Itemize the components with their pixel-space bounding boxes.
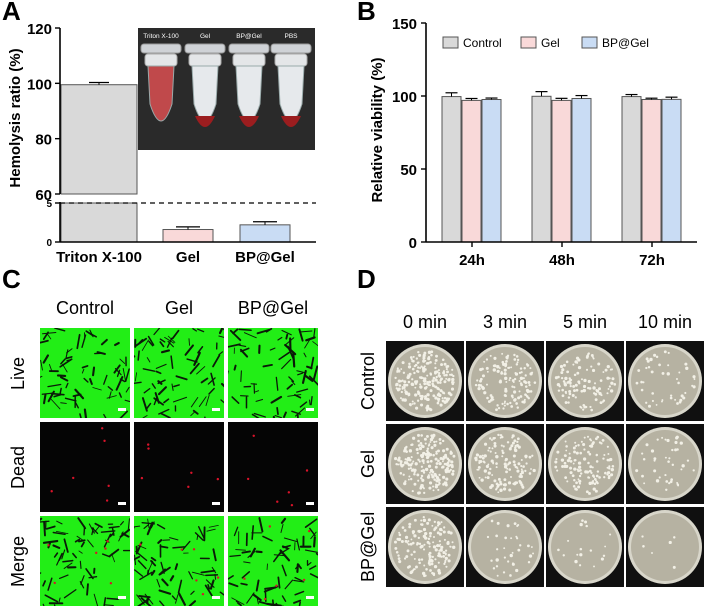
tube-label: Gel [200, 33, 211, 40]
live-stain-image [134, 328, 224, 418]
live-stain-image [40, 328, 130, 418]
c-row-label-dead: Dead [8, 445, 28, 489]
merge-stain-image [134, 516, 224, 606]
hemolysis-ytick-label: 0 [46, 238, 52, 249]
viability-bar [661, 98, 682, 243]
agar-plate-image [626, 341, 704, 421]
hemolysis-bar [162, 229, 214, 243]
hemolysis-chart: Hemolysis ratio (%) 60 80 100 120 0 5 Triton … [7, 21, 316, 266]
viability-bar [621, 96, 642, 243]
legend-label: Control [463, 36, 502, 50]
hemolysis-ytick-label: 100 [27, 76, 52, 93]
d-col-header-5min: 5 min [562, 312, 607, 332]
agar-plate-image [386, 507, 464, 587]
hemolysis-ytick-label: 60 [35, 187, 52, 204]
d-row-label-bpgel: BP@Gel [358, 511, 378, 583]
hemolysis-category-label: Gel [176, 249, 200, 266]
c-col-header-bpgel: BP@Gel [237, 298, 309, 318]
viability-ytick-label: 0 [409, 235, 417, 252]
viability-ytick-label: 50 [400, 162, 417, 179]
hemolysis-ytick-label: 120 [27, 21, 52, 38]
panel-label-d: D [357, 264, 376, 294]
legend-swatch [581, 36, 598, 49]
panel-label-b: B [357, 0, 376, 26]
agar-plate-image [466, 341, 544, 421]
legend-label: BP@Gel [602, 36, 649, 50]
dead-stain-image [134, 422, 224, 512]
tube-label: BP@Gel [236, 33, 262, 40]
c-row-label-merge: Merge [8, 535, 28, 587]
agar-plate-image [626, 424, 704, 504]
dead-stain-image [40, 422, 130, 512]
legend-swatch [442, 36, 459, 49]
agar-plate-image [546, 341, 624, 421]
merge-stain-image [228, 516, 318, 606]
viability-bar [441, 96, 462, 243]
hemolysis-bar [239, 224, 291, 243]
live-stain-image [228, 328, 318, 418]
hemolysis-bar-triton-lower [60, 202, 138, 243]
viability-ytick-label: 150 [392, 16, 417, 33]
d-row-label-gel: Gel [358, 450, 378, 479]
tube-label: Triton X-100 [143, 33, 179, 40]
agar-plate-image [466, 424, 544, 504]
viability-bar [571, 97, 592, 243]
tube-icon [184, 43, 226, 127]
panel-label-c: C [2, 264, 21, 294]
hemolysis-bar-triton [60, 84, 138, 195]
agar-plate-image [386, 424, 464, 504]
agar-plate-image [626, 507, 704, 587]
agar-plate-image [546, 507, 624, 587]
d-col-header-0min: 0 min [402, 312, 447, 332]
agar-plate-image [386, 341, 464, 421]
viability-ytick-label: 100 [392, 89, 417, 106]
tube-icon [228, 43, 270, 127]
c-row-label-live: Live [8, 356, 28, 390]
viability-bar [531, 95, 552, 243]
legend-swatch [520, 36, 537, 49]
hemolysis-ylabel: Hemolysis ratio (%) [7, 48, 24, 187]
viability-category-label: 24h [459, 252, 485, 269]
agar-plate-image [466, 507, 544, 587]
hemolysis-category-label: Triton X-100 [56, 249, 142, 266]
viability-category-label: 72h [639, 252, 665, 269]
hemolysis-ytick-label: 80 [35, 132, 52, 149]
viability-ylabel: Relative viability (%) [369, 57, 386, 202]
d-col-header-3min: 3 min [482, 312, 527, 332]
viability-category-label: 48h [549, 252, 575, 269]
viability-chart: Relative viability (%) 0 50 100 150 24h 48h 7… [369, 16, 697, 269]
viability-bar [641, 99, 662, 243]
d-col-header-10min: 10 min [637, 312, 693, 332]
d-row-label-control: Control [358, 351, 378, 411]
c-col-header-gel: Gel [164, 298, 193, 318]
hemolysis-ytick-label: 5 [46, 199, 52, 210]
dead-stain-image [228, 422, 318, 512]
viability-bar [551, 99, 572, 243]
tube-icon [140, 43, 182, 122]
c-col-header-control: Control [55, 298, 115, 318]
legend-label: Gel [541, 36, 560, 50]
hemolysis-category-label: BP@Gel [235, 249, 295, 266]
agar-plate-image [546, 424, 624, 504]
viability-bar [481, 99, 502, 243]
tube-icon [270, 43, 312, 127]
viability-bar [461, 99, 482, 243]
tube-label: PBS [284, 33, 298, 40]
panel-label-a: A [2, 0, 21, 26]
merge-stain-image [40, 516, 130, 606]
